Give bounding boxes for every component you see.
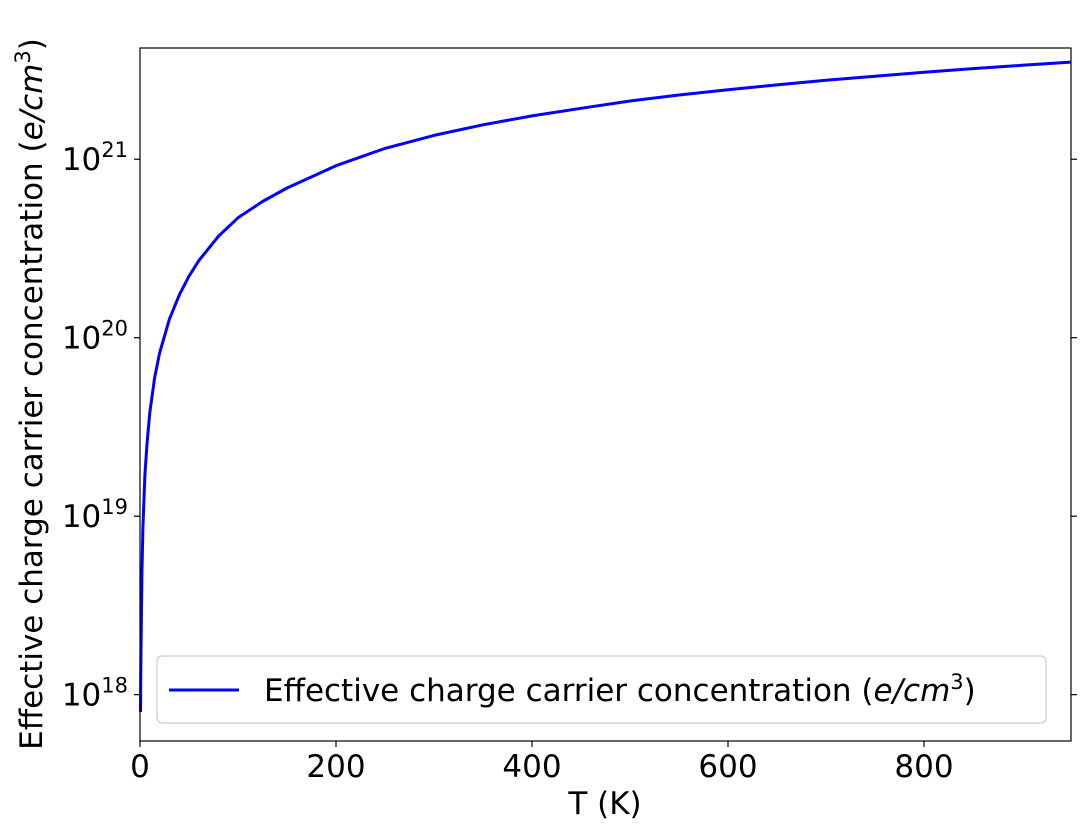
legend-label-paren-open: ( xyxy=(852,673,874,709)
y-tick-label: 1021 xyxy=(62,138,128,178)
y-tick-label-base: 10 xyxy=(62,499,101,535)
legend-label-sup: 3 xyxy=(950,670,963,694)
x-tick-label: 0 xyxy=(130,749,150,785)
y-tick-label-exponent: 20 xyxy=(101,317,128,341)
legend-label-math: e/cm xyxy=(874,673,951,709)
y-tick-label: 1020 xyxy=(62,317,128,357)
y-tick-label-exponent: 18 xyxy=(101,674,128,698)
y-tick-label-base: 10 xyxy=(62,678,101,714)
legend-box xyxy=(156,655,1047,724)
y-tick-label: 1018 xyxy=(62,674,128,714)
x-tick-label: 600 xyxy=(698,749,757,785)
legend-label-paren-close: ) xyxy=(964,673,976,709)
legend-label: Effective charge carrier concentration (… xyxy=(264,670,976,709)
y-tick-label-base: 10 xyxy=(62,142,101,178)
y-tick-label: 1019 xyxy=(62,495,128,535)
series-line-0 xyxy=(139,60,1072,713)
y-tick-label-exponent: 19 xyxy=(101,495,128,519)
plot-marks xyxy=(139,60,1072,713)
plot-frame xyxy=(139,47,1072,742)
legend: Effective charge carrier concentration (… xyxy=(156,655,1047,724)
y-tick-label-exponent: 21 xyxy=(101,138,128,162)
y-axis-label-paren-close: ) xyxy=(14,38,50,50)
y-axis-label-sup: 3 xyxy=(11,50,35,63)
y-axis-label: Effective charge carrier concentration (… xyxy=(11,38,50,750)
y-axis-label-math: e/cm xyxy=(14,64,50,141)
legend-label-text: Effective charge carrier concentration xyxy=(264,673,852,709)
x-axis: 0 200 400 600 800 xyxy=(130,741,954,785)
y-axis-label-text: Effective charge carrier concentration xyxy=(14,162,50,750)
x-tick-label: 800 xyxy=(894,749,953,785)
y-axis-label-paren-open: ( xyxy=(14,140,50,162)
x-tick-label: 200 xyxy=(306,749,365,785)
x-tick-label: 400 xyxy=(502,749,561,785)
y-tick-label-base: 10 xyxy=(62,321,101,357)
x-axis-label: T (K) xyxy=(567,786,641,822)
